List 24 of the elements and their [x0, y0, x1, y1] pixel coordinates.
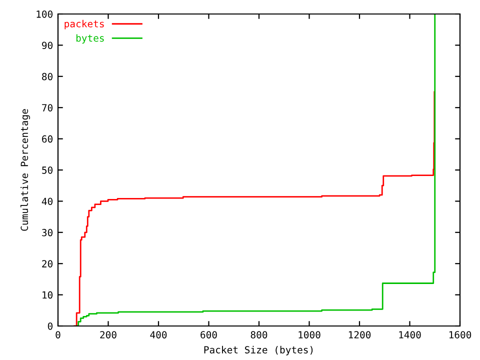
- y-tick-label: 40: [42, 198, 53, 206]
- y-tick-label: 100: [36, 10, 53, 18]
- legend-label: packets: [64, 20, 104, 30]
- y-tick-label: 50: [42, 166, 53, 174]
- y-tick-label: 80: [42, 72, 53, 80]
- legend-label: bytes: [76, 34, 104, 44]
- x-tick-label: 1200: [348, 331, 371, 338]
- y-tick-label: 60: [42, 135, 53, 143]
- y-tick-label: 70: [42, 104, 53, 112]
- x-tick-label: 600: [200, 331, 217, 338]
- y-tick-label: 0: [48, 322, 53, 330]
- x-tick-label: 200: [100, 331, 116, 338]
- x-tick-label: 800: [250, 331, 268, 338]
- x-tick-label: 1400: [399, 331, 421, 338]
- x-tick-label: 1600: [449, 331, 472, 338]
- x-tick-label: 400: [150, 331, 167, 338]
- y-axis-title: Cumulative Percentage: [20, 109, 30, 231]
- x-tick-label: 1000: [298, 331, 320, 338]
- x-tick-label: 0: [56, 331, 60, 338]
- y-tick-label: 30: [42, 228, 53, 236]
- y-tick-label: 10: [42, 291, 53, 299]
- y-tick-label: 90: [42, 42, 53, 50]
- y-tick-label: 20: [42, 260, 53, 268]
- x-axis-title: Packet Size (bytes): [204, 346, 313, 356]
